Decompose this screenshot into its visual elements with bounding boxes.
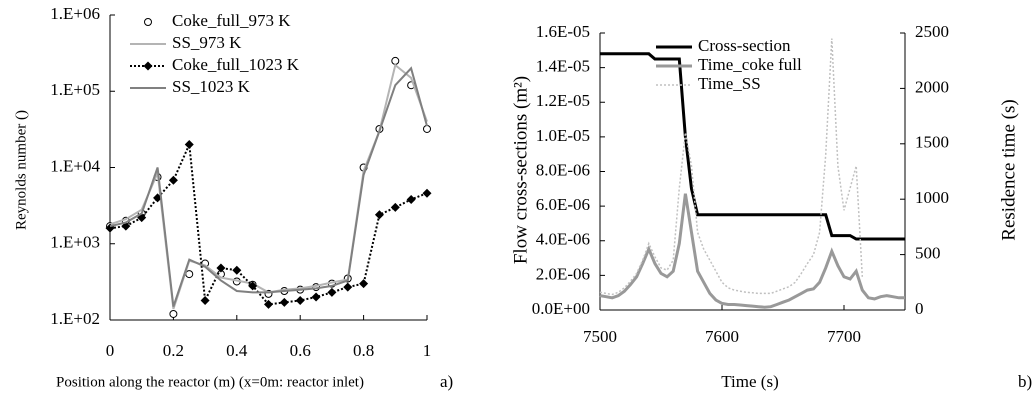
marker — [311, 292, 321, 302]
legend-label: Coke_full_1023 K — [172, 55, 300, 74]
series-line — [109, 63, 428, 310]
x-tick-label: 7600 — [705, 327, 739, 346]
marker — [184, 140, 194, 150]
x-tick-label: 0 — [106, 341, 115, 360]
marker — [216, 263, 226, 273]
marker — [232, 265, 242, 275]
legend-label: SS_973 K — [172, 33, 242, 52]
y-tick-label: 1.0E-05 — [536, 126, 590, 145]
y2-tick-label: 500 — [915, 244, 941, 263]
marker — [422, 188, 432, 198]
y2-tick-label: 1000 — [915, 188, 949, 207]
y-tick-label: 1.4E-05 — [536, 57, 590, 76]
legend-label: Coke_full_973 K — [172, 11, 291, 30]
marker — [406, 195, 416, 205]
y2-axis-label: Residence time (s) — [998, 99, 1019, 240]
x-tick-label: 0.2 — [163, 341, 184, 360]
marker — [168, 175, 178, 185]
y-tick-label: 8.0E-06 — [536, 160, 590, 179]
y-tick-label: 6.0E-06 — [536, 195, 590, 214]
y2-tick-label: 2000 — [915, 77, 949, 96]
marker — [295, 296, 305, 306]
marker — [185, 270, 194, 279]
x-tick-label: 0.4 — [226, 341, 248, 360]
legend-label: Cross-section — [698, 36, 791, 55]
x-axis-label: Time (s) — [721, 372, 778, 391]
y-tick-label: 1.E+02 — [50, 309, 100, 328]
y2-tick-label: 2500 — [915, 22, 949, 41]
marker — [264, 299, 273, 309]
series-line — [599, 193, 905, 309]
y-tick-label: 0.0E+00 — [532, 299, 590, 318]
y-tick-label: 1.E+06 — [50, 4, 100, 23]
legend-label: Time_SS — [698, 74, 761, 93]
y-tick-label: 1.E+03 — [50, 233, 100, 252]
legend-label: SS_1023 K — [172, 77, 251, 96]
marker — [390, 202, 400, 212]
y2-tick-label: 0 — [915, 299, 924, 318]
y-tick-label: 2.0E-06 — [536, 264, 590, 283]
marker — [423, 124, 431, 133]
marker — [391, 56, 400, 65]
series-line — [109, 66, 428, 307]
legend-label: Time_coke full — [698, 55, 802, 74]
marker — [248, 281, 258, 291]
y-tick-label: 1.6E-05 — [536, 22, 590, 41]
x-tick-label: 1 — [423, 341, 432, 360]
marker — [327, 287, 337, 297]
legend-marker — [143, 61, 153, 71]
x-axis-label: Position along the reactor (m) (x=0m: re… — [56, 374, 364, 390]
y-axis-label: Reynolds number () — [13, 110, 29, 230]
x-tick-label: 7700 — [827, 327, 861, 346]
y-tick-label: 1.E+04 — [50, 156, 100, 175]
y-tick-label: 1.2E-05 — [536, 91, 590, 110]
x-tick-label: 7500 — [583, 327, 617, 346]
y2-tick-label: 1500 — [915, 133, 949, 152]
y-tick-label: 4.0E-06 — [536, 230, 590, 249]
panel-label: a) — [440, 372, 453, 391]
panel-label: b) — [1018, 372, 1032, 391]
marker — [200, 296, 210, 306]
marker — [359, 279, 369, 289]
y-axis-label: Flow cross-sections (m²) — [510, 76, 531, 264]
marker — [169, 309, 178, 318]
marker — [374, 210, 384, 220]
x-tick-label: 0.8 — [353, 341, 374, 360]
series-line — [600, 52, 905, 241]
x-tick-label: 0.6 — [290, 341, 311, 360]
marker — [279, 297, 289, 307]
marker — [343, 282, 353, 292]
legend-marker — [144, 18, 152, 26]
y-tick-label: 1.E+05 — [50, 80, 100, 99]
